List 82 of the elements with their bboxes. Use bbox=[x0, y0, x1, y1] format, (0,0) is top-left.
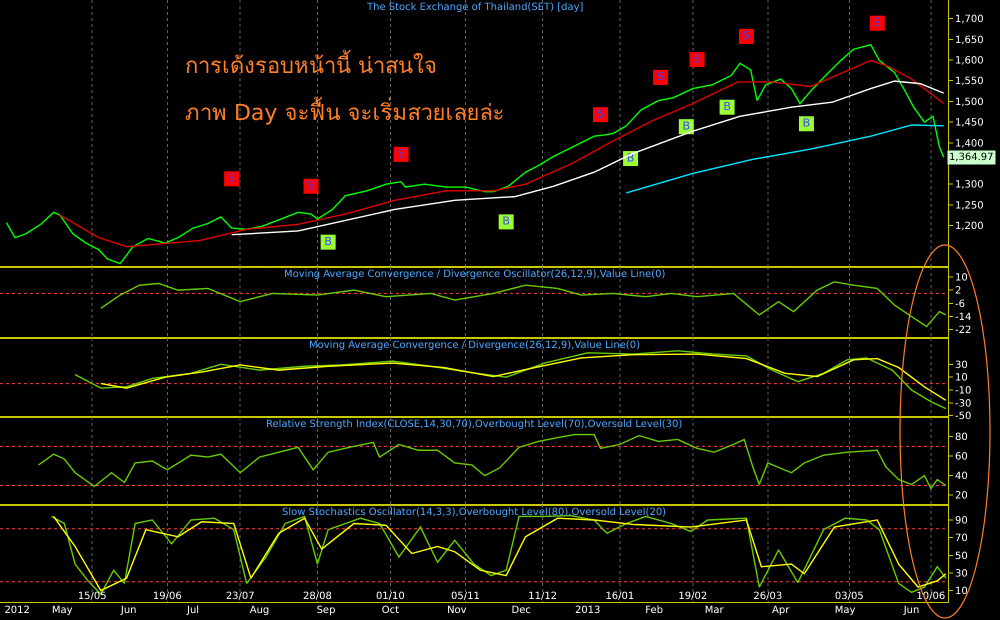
chart-title: Moving Average Convergence / Divergence(26,12,9),Value Line(0) bbox=[309, 340, 640, 351]
x-tick-label: 16/01 bbox=[605, 591, 634, 602]
data-label: S bbox=[398, 147, 405, 160]
data-label: S bbox=[597, 107, 604, 120]
x-tick-label: 19/06 bbox=[152, 591, 182, 602]
x-tick-label: 03/05 bbox=[834, 591, 864, 602]
y-tick-label: 60 bbox=[955, 452, 968, 463]
data-label: B bbox=[324, 234, 332, 248]
y-tick-label: 10 bbox=[955, 586, 968, 598]
y-tick-label: 10 bbox=[955, 272, 968, 284]
y-tick-label: 1,300 bbox=[955, 180, 984, 191]
y-tick-label: 1,600 bbox=[955, 56, 984, 67]
x2-tick-label: Apr bbox=[772, 605, 790, 616]
y-tick-label: 20 bbox=[955, 490, 968, 502]
data-label: S bbox=[228, 172, 236, 185]
data-label: S bbox=[694, 52, 701, 66]
x-tick-label: 11/12 bbox=[528, 591, 558, 602]
y-tick-label: 80 bbox=[955, 432, 968, 444]
y-tick-label: 1,500 bbox=[955, 96, 984, 108]
y-tick-label: 70 bbox=[955, 533, 968, 544]
y-tick-label: 1,650 bbox=[955, 34, 984, 46]
y-tick-label: -22 bbox=[955, 325, 972, 336]
x2-tick-label: Oct bbox=[382, 605, 400, 616]
annotation: ภาพ Day จะฟื้น จะเริ่มสวยเลยล่ะ bbox=[185, 97, 504, 126]
y-tick-label: 40 bbox=[955, 471, 968, 482]
y-tick-label: 10 bbox=[955, 372, 968, 384]
y-tick-label: 30 bbox=[955, 568, 968, 580]
line-series bbox=[230, 80, 944, 236]
data-label: B bbox=[723, 100, 731, 113]
x-tick-label: 01/10 bbox=[376, 591, 405, 602]
y-tick-label: 1,250 bbox=[955, 200, 984, 212]
data-label: B bbox=[682, 119, 690, 132]
y-tick-label: 1,450 bbox=[955, 118, 984, 129]
data-label: B bbox=[802, 116, 810, 130]
line-series bbox=[6, 44, 944, 264]
x2-tick-label: Nov bbox=[447, 605, 467, 616]
x2-tick-label: Mar bbox=[704, 605, 725, 616]
x-tick-label: 28/08 bbox=[303, 591, 332, 602]
x-tick-label: 19/02 bbox=[678, 591, 708, 602]
y-tick-label: 1,400 bbox=[955, 138, 984, 150]
annotation: 1,364.97 bbox=[949, 152, 994, 163]
y-tick-label: 1,200 bbox=[955, 221, 984, 232]
x2-tick-label: Jun bbox=[120, 605, 137, 616]
x-tick-label: 23/07 bbox=[226, 591, 255, 602]
x-tick-label: 15/05 bbox=[78, 591, 107, 602]
data-label: S bbox=[657, 70, 664, 84]
line-series bbox=[100, 281, 947, 328]
y-tick-label: -30 bbox=[955, 398, 972, 410]
x2-tick-label: May bbox=[52, 605, 73, 616]
x2-tick-label: Dec bbox=[512, 605, 531, 616]
y-tick-label: 1,700 bbox=[955, 14, 984, 26]
x2-tick-label: Feb bbox=[645, 605, 664, 616]
chart-title: Relative Strength Index(CLOSE,14,30,70),Overbought Level(70),Oversold Level(30) bbox=[266, 419, 682, 430]
data-label: S bbox=[742, 29, 750, 42]
y-tick-label: -6 bbox=[955, 298, 965, 310]
chart-title: Slow Stochastics Oscillator(14,3,3),Overbought Level(80),Oversold Level(20) bbox=[282, 507, 666, 518]
x2-tick-label: May bbox=[834, 605, 856, 616]
data-label: S bbox=[308, 179, 315, 192]
y-tick-label: 1,550 bbox=[955, 76, 984, 88]
x-tick-label: 26/03 bbox=[753, 591, 782, 602]
x2-tick-label: 2013 bbox=[574, 605, 600, 616]
x-tick-label: 05/11 bbox=[451, 591, 480, 602]
y-tick-label: 50 bbox=[955, 550, 968, 562]
annotation: การเด้งรอบหน้านี้ น่าสนใจ bbox=[185, 50, 437, 79]
data-label: B bbox=[502, 214, 510, 228]
chart-title: The Stock Exchange of Thailand(SET) [day] bbox=[366, 2, 584, 13]
y-tick-label: 90 bbox=[955, 515, 968, 526]
x2-tick-label: Aug bbox=[250, 605, 270, 616]
y-tick-label: -10 bbox=[955, 386, 972, 397]
line-series bbox=[38, 434, 947, 490]
x2-tick-label: Jul bbox=[186, 605, 200, 616]
y-tick-label: 30 bbox=[955, 360, 968, 371]
y-tick-label: -14 bbox=[955, 312, 972, 324]
chart-title: Moving Average Convergence / Divergence Oscillator(26,12,9),Value Line(0) bbox=[284, 269, 666, 280]
x2-tick-label: Jun bbox=[902, 605, 920, 616]
x2-tick-label: Sep bbox=[316, 605, 336, 616]
line-series bbox=[100, 353, 947, 401]
data-label: S bbox=[874, 16, 881, 29]
line-series bbox=[74, 350, 947, 410]
y-tick-label: -50 bbox=[955, 411, 972, 422]
x2-tick-label: 2012 bbox=[4, 605, 30, 616]
y-tick-label: 2 bbox=[955, 286, 962, 297]
